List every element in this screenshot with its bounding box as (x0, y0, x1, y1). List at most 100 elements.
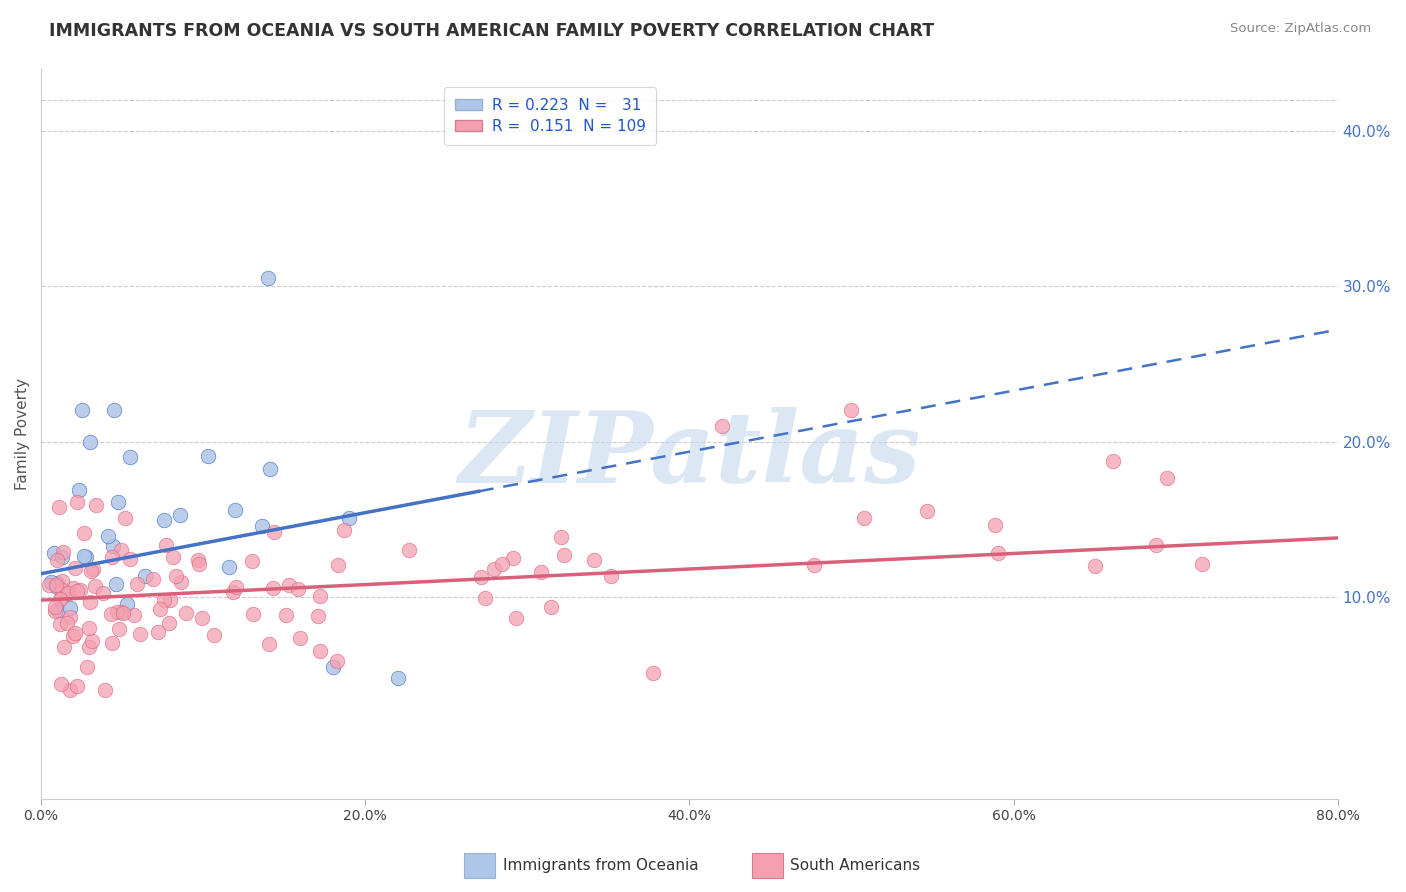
Point (51, 549, 73, 564)
Point (44, 604, 66, 618)
Point (242, 607, 264, 622)
Point (105, 606, 128, 620)
Point (141, 572, 163, 586)
Point (290, 631, 312, 645)
Point (62, 630, 84, 644)
Point (1083, 558, 1105, 573)
Point (59, 683, 82, 698)
Point (540, 600, 562, 615)
Point (103, 403, 125, 417)
Point (491, 558, 513, 572)
Point (100, 607, 122, 622)
Point (222, 585, 245, 599)
Point (263, 524, 285, 539)
Point (1144, 539, 1167, 553)
Point (59, 601, 82, 615)
Point (77, 621, 100, 635)
Point (66, 679, 89, 693)
Point (309, 643, 332, 657)
Point (51, 574, 73, 589)
Point (67, 483, 90, 497)
Text: South Americans: South Americans (790, 858, 921, 872)
Point (46, 603, 69, 617)
Point (162, 549, 184, 564)
Point (257, 271, 280, 285)
Point (240, 554, 263, 568)
Point (42, 546, 65, 560)
Point (159, 592, 181, 607)
Point (852, 510, 875, 524)
Point (482, 562, 505, 576)
Point (505, 611, 527, 625)
Legend: R = 0.223  N =   31, R =  0.151  N = 109: R = 0.223 N = 31, R = 0.151 N = 109 (444, 87, 657, 145)
Point (91, 586, 114, 600)
Point (274, 608, 297, 623)
Point (149, 602, 172, 616)
Point (77, 640, 100, 655)
Point (224, 503, 246, 517)
Point (97, 529, 120, 543)
Point (1102, 454, 1125, 468)
Point (643, 665, 665, 680)
Point (159, 616, 181, 631)
Text: Immigrants from Oceania: Immigrants from Oceania (503, 858, 699, 872)
Point (530, 565, 553, 579)
Point (326, 558, 349, 572)
Point (66, 495, 89, 509)
Point (82, 561, 104, 575)
Text: IMMIGRANTS FROM OCEANIA VS SOUTH AMERICAN FAMILY POVERTY CORRELATION CHART: IMMIGRANTS FROM OCEANIA VS SOUTH AMERICA… (49, 22, 935, 40)
Point (134, 569, 156, 583)
Point (73, 525, 96, 540)
Point (79, 564, 101, 578)
Point (62, 582, 84, 596)
Point (803, 558, 825, 573)
Point (44, 599, 66, 614)
Y-axis label: Family Poverty: Family Poverty (15, 378, 30, 490)
Point (101, 549, 124, 564)
Point (66, 583, 89, 598)
Point (93, 683, 115, 698)
Text: ZIPatlas: ZIPatlas (458, 408, 921, 504)
Point (986, 546, 1008, 560)
Point (398, 543, 420, 558)
Point (153, 513, 176, 527)
Point (917, 503, 939, 517)
Point (984, 518, 1007, 533)
Point (120, 450, 142, 464)
Point (502, 551, 524, 566)
Point (287, 582, 309, 596)
Point (474, 591, 496, 605)
Point (1191, 558, 1213, 572)
Point (45, 580, 67, 594)
Point (79, 595, 101, 609)
Point (600, 569, 623, 583)
Point (59, 609, 82, 624)
Point (841, 403, 863, 417)
Point (63, 626, 86, 640)
Point (48, 500, 70, 514)
Point (55, 616, 77, 631)
Point (169, 508, 191, 522)
Point (262, 581, 284, 595)
Point (53, 640, 76, 655)
Point (101, 539, 124, 553)
Point (257, 636, 280, 650)
Point (48, 591, 70, 606)
Point (582, 553, 605, 567)
Point (197, 449, 219, 463)
Point (101, 636, 124, 650)
Point (110, 542, 132, 557)
Point (470, 570, 492, 584)
Point (309, 589, 332, 603)
Point (170, 575, 193, 590)
Point (250, 518, 273, 533)
Point (49, 677, 72, 691)
Point (76, 660, 98, 674)
Point (337, 511, 360, 525)
Point (218, 560, 240, 574)
Point (278, 578, 301, 592)
Point (114, 511, 136, 525)
Point (83, 579, 105, 593)
Point (174, 607, 197, 621)
Point (84, 498, 107, 512)
